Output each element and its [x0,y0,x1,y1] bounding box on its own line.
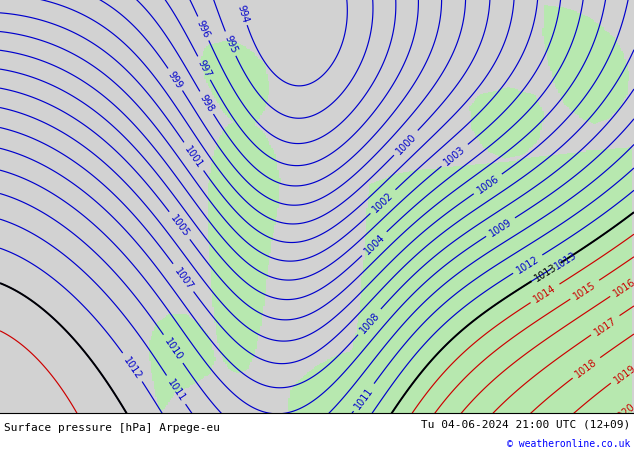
Text: 996: 996 [195,19,212,40]
Text: 1013: 1013 [533,262,559,283]
Text: 1001: 1001 [183,144,205,170]
Text: 1012: 1012 [122,354,144,380]
Text: 1013: 1013 [133,428,153,451]
Text: 999: 999 [166,70,184,91]
Text: 1003: 1003 [442,144,467,168]
Text: 1012: 1012 [515,254,541,275]
Text: 1014: 1014 [532,283,558,304]
Text: 1006: 1006 [475,174,501,196]
Text: 1020: 1020 [612,400,634,423]
Text: 1013: 1013 [133,428,153,451]
Text: 1011: 1011 [165,377,187,403]
Text: 1019: 1019 [612,362,634,384]
Text: 1007: 1007 [172,265,195,291]
Text: 1013: 1013 [553,249,579,271]
Text: 1018: 1018 [574,357,599,379]
Text: 1000: 1000 [394,131,418,156]
Text: 1004: 1004 [362,232,387,256]
Text: 995: 995 [222,34,238,55]
Bar [0,413,634,451]
Text: 1005: 1005 [168,213,191,239]
Text: 1014: 1014 [82,428,101,451]
Text: 1009: 1009 [488,217,514,239]
Text: 1008: 1008 [358,310,381,335]
Text: 1011: 1011 [353,385,375,410]
Text: 1015: 1015 [572,279,598,301]
Text: 1016: 1016 [612,276,634,298]
Text: 1017: 1017 [592,314,618,336]
Text: 997: 997 [195,59,213,79]
Text: 1010: 1010 [162,336,184,362]
Text: Tu 04-06-2024 21:00 UTC (12+09): Tu 04-06-2024 21:00 UTC (12+09) [421,419,630,429]
Text: 994: 994 [236,3,250,24]
Text: Surface pressure [hPa] Arpege-eu: Surface pressure [hPa] Arpege-eu [4,423,220,433]
Text: 998: 998 [198,93,216,114]
Text: 1002: 1002 [370,190,396,214]
Text: © weatheronline.co.uk: © weatheronline.co.uk [507,437,630,448]
